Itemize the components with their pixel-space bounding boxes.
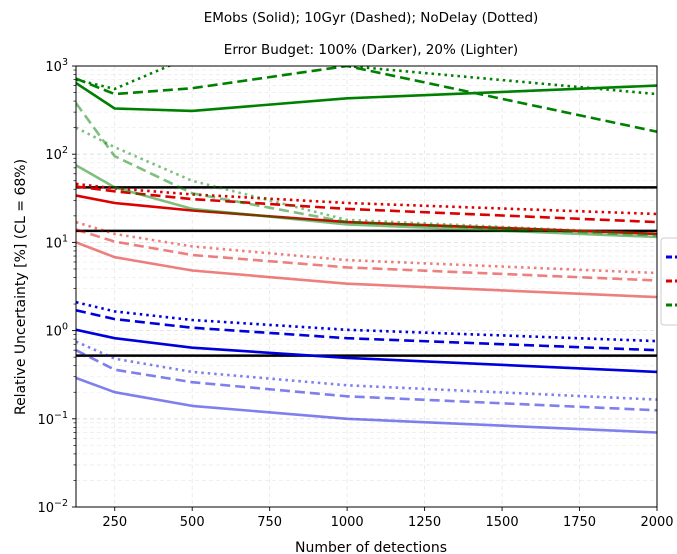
series-line-15	[76, 66, 657, 96]
x-tick-label: 500	[180, 515, 205, 530]
legend	[660, 237, 677, 326]
series-line-17	[76, 102, 657, 237]
y-tick-label: 100	[45, 322, 68, 340]
series-line-4	[76, 376, 657, 434]
series-line-16	[76, 164, 657, 239]
series-line-8	[76, 185, 657, 224]
x-tick-label: 750	[257, 515, 282, 530]
y-tick-label: 10−1	[37, 410, 68, 428]
series-line-5	[76, 349, 657, 412]
series-line-2	[76, 309, 657, 352]
x-tick-label: 1000	[331, 515, 364, 530]
x-axis-label: Number of detections	[295, 540, 447, 554]
chart-title: EMobs (Solid); 10Gyr (Dashed); NoDelay (…	[204, 10, 539, 26]
y-axis: 10−2 10−1 100 101 102 103	[37, 57, 76, 516]
y-tick-label: 10−2	[37, 498, 68, 516]
y-tick-label: 103	[45, 57, 68, 75]
grid	[76, 66, 658, 508]
y-tick-label: 101	[45, 233, 68, 251]
x-tick-label: 2000	[640, 515, 673, 530]
series-line-10	[76, 241, 657, 299]
series-line-6	[76, 340, 657, 401]
series-line-1	[76, 328, 657, 374]
x-tick-label: 1500	[486, 515, 519, 530]
series-line-11	[76, 228, 657, 282]
y-tick-label: 102	[45, 145, 68, 163]
x-tick-label: 250	[102, 515, 127, 530]
chart-subtitle: Error Budget: 100% (Darker), 20% (Lighte…	[224, 42, 518, 58]
series-group	[76, 66, 657, 434]
series-line-12	[76, 220, 657, 275]
series-line-14	[76, 66, 657, 133]
x-tick-label: 1750	[563, 515, 596, 530]
x-axis: 250 500 750 1000 1250 1500 1750 2000	[102, 507, 674, 530]
series-line-3	[76, 300, 657, 343]
x-tick-label: 1250	[408, 515, 441, 530]
y-axis-label: Relative Uncertainty [%] (CL = 68%)	[13, 159, 29, 415]
plot-frame	[75, 65, 658, 508]
series-line-13	[76, 82, 657, 113]
series-line-18	[76, 126, 657, 236]
